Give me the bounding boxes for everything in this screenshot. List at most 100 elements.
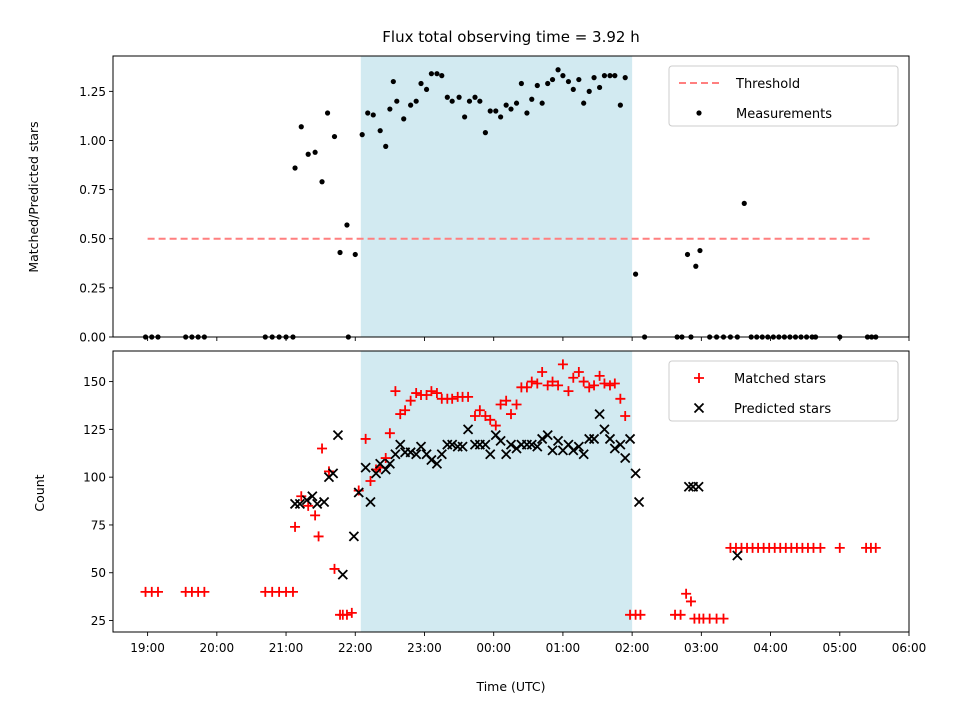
legend-box	[668, 360, 899, 422]
x-tick-label: 03:00	[684, 641, 719, 655]
matched-star-point	[573, 367, 584, 378]
y-tick-label: 125	[83, 423, 106, 437]
measurement-point	[428, 71, 434, 77]
predicted-star-point	[588, 433, 600, 445]
measurement-point	[423, 86, 430, 93]
matched-star-point	[511, 399, 522, 410]
matched-star-point	[346, 607, 357, 618]
predicted-star-point	[353, 487, 364, 498]
predicted-star-point	[480, 439, 491, 450]
bottom-panel: 19:00 20:00 21:00 22:00 23:00 00:00 01:00 02:00…	[83, 350, 926, 655]
matched-star-point	[589, 380, 600, 391]
predicted-star-point	[380, 464, 391, 475]
predicted-star-point	[604, 433, 616, 445]
measurement-point	[365, 110, 371, 116]
matched-star-point	[329, 563, 340, 574]
matched-star-point	[594, 370, 605, 381]
measurement-point	[352, 251, 358, 258]
matched-star-point	[400, 405, 411, 416]
predicted-star-point	[532, 441, 543, 452]
predicted-star-point	[365, 496, 376, 508]
legend-measurements-swatch	[696, 110, 702, 116]
measurement-point	[390, 78, 396, 85]
legend-threshold-label: Threshold	[735, 77, 800, 92]
measurement-point	[319, 179, 325, 185]
predicted-star-point	[436, 449, 447, 460]
predicted-star-point	[390, 449, 401, 460]
x-tick-label: 23:00	[407, 641, 442, 655]
predicted-star-point	[462, 424, 474, 435]
measurement-point	[684, 251, 691, 258]
measurement-point	[591, 75, 597, 81]
predicted-star-point	[411, 449, 422, 460]
measurement-point	[539, 100, 545, 106]
y-tick-label: 0.25	[79, 281, 106, 295]
legend-predicted-label: Predicted stars	[734, 402, 831, 417]
x-tick-label: 04:00	[753, 641, 788, 655]
matched-star-point	[501, 395, 512, 406]
measurement-point	[549, 76, 556, 83]
matched-star-point	[485, 414, 496, 425]
measurement-point	[444, 94, 450, 100]
predicted-star-point	[289, 498, 301, 510]
measurement-point	[312, 149, 318, 155]
predicted-star-point	[620, 452, 631, 464]
measurement-point	[581, 100, 587, 106]
measurement-point	[570, 86, 576, 93]
predicted-star-point	[348, 531, 360, 542]
predicted-star-point	[609, 443, 620, 454]
predicted-star-point	[312, 498, 323, 510]
predicted-star-point	[505, 439, 517, 450]
measurement-point	[413, 98, 419, 104]
measurement-point	[534, 82, 540, 89]
predicted-star-point	[327, 468, 339, 479]
legend-predicted-swatch	[693, 402, 705, 414]
matched-star-point	[563, 386, 574, 397]
measurement-point	[601, 73, 608, 79]
predicted-star-point	[426, 454, 437, 466]
y-tick-label: 1.25	[79, 85, 106, 99]
predicted-star-point	[307, 491, 318, 502]
legend-matched-swatch	[694, 373, 704, 383]
matched-star-point	[405, 395, 416, 406]
matched-star-point	[635, 609, 646, 620]
plot-frame	[112, 350, 910, 633]
matched-star-point	[287, 586, 298, 597]
matched-star-point	[199, 586, 210, 597]
predicted-star-point	[318, 496, 330, 508]
y-tick-label: 0.50	[79, 232, 106, 246]
measurement-point	[434, 71, 440, 77]
measurement-point	[617, 102, 623, 108]
measurement-point	[524, 110, 530, 116]
matched-star-point	[360, 433, 371, 444]
predicted-star-point	[370, 468, 382, 479]
measurement-point	[449, 98, 455, 104]
measurement-point	[586, 88, 592, 94]
predicted-star-point	[547, 445, 558, 456]
predicted-star-point	[395, 439, 406, 450]
measurement-point	[292, 165, 298, 171]
top-panel: 0.00 0.25 0.50 0.75 1.00 1.25 Threshold Measure…	[79, 55, 910, 345]
measurement-point	[596, 84, 603, 91]
measurement-point	[493, 108, 499, 114]
legend-measurements-label: Measurements	[736, 107, 832, 122]
predicted-star-point	[599, 424, 610, 435]
measurement-point	[555, 67, 561, 73]
matched-star-point	[599, 378, 610, 389]
x-tick-label: 05:00	[822, 641, 857, 655]
y-tick-label: 1.00	[79, 134, 106, 148]
matched-star-point	[380, 453, 391, 464]
x-tick-label: 21:00	[269, 641, 304, 655]
measurement-point	[456, 94, 462, 100]
matched-star-point	[317, 443, 328, 454]
measurement-point	[370, 112, 376, 118]
matched-star-point	[447, 393, 458, 404]
x-axis-title: Time (UTC)	[475, 679, 545, 694]
measurement-point	[529, 96, 535, 102]
predicted-star-point	[624, 433, 636, 445]
measurement-point	[383, 143, 389, 149]
predicted-star-point	[615, 439, 626, 450]
chart-title: Flux total observing time = 3.92 h	[382, 28, 639, 46]
y-tick-label: 50	[91, 566, 106, 580]
matched-star-point	[365, 475, 376, 486]
